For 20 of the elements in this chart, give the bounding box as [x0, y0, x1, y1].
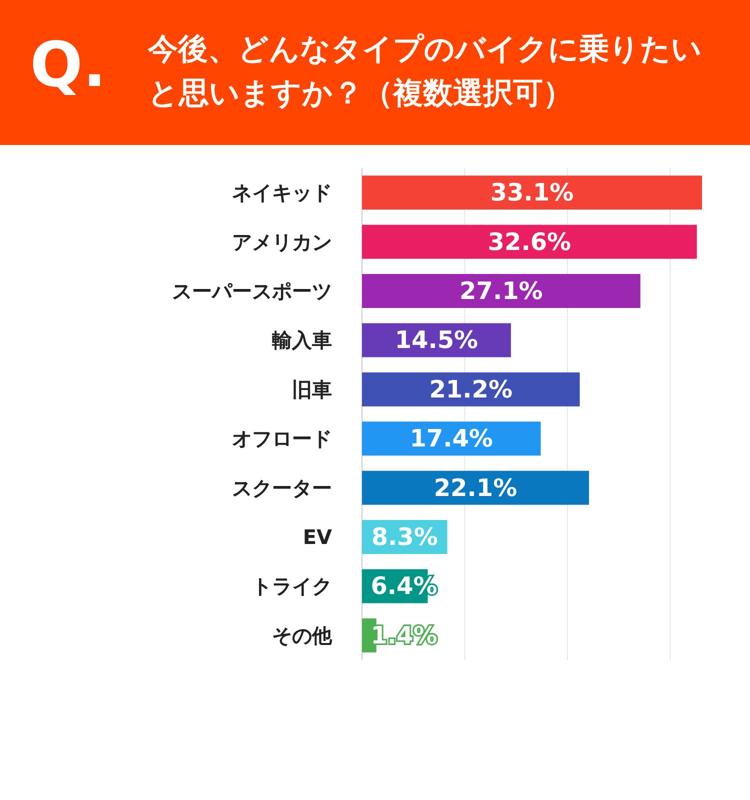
- chart-title: 今後、どんなタイプのバイクに乗りたいと思いますか？（複数選択可）: [148, 31, 703, 113]
- y-tick-label: スーパースポーツ: [172, 279, 332, 303]
- y-tick-label: トライク: [252, 574, 332, 598]
- y-tick-label: ネイキッド: [232, 180, 332, 205]
- y-tick-label: その他: [272, 623, 333, 648]
- data-label: 14.5%: [394, 326, 478, 354]
- y-tick-label: 輸入車: [271, 328, 332, 352]
- data-label: 22.1%: [434, 474, 518, 502]
- y-tick-label: オフロード: [232, 426, 332, 451]
- data-label: 21.2%: [429, 375, 513, 404]
- data-label: 27.1%: [460, 277, 543, 305]
- data-label: 33.1%: [490, 178, 574, 207]
- data-label: 8.3%: [371, 523, 438, 551]
- y-tick-label: スクーター: [232, 476, 332, 500]
- data-label: 17.4%: [410, 424, 493, 453]
- y-tick-label: アメリカン: [232, 230, 332, 254]
- y-tick-label: 旧車: [292, 377, 332, 402]
- data-label: 32.6%: [488, 228, 572, 256]
- y-tick-label: EV: [302, 525, 333, 549]
- text: Q.: [30, 28, 106, 101]
